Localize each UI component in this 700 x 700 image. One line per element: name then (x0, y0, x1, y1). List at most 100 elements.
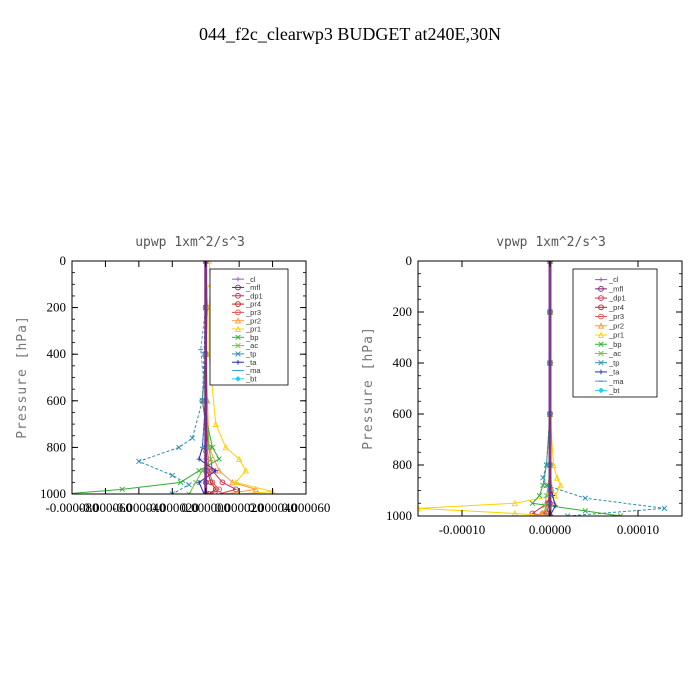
plot-area (72, 261, 276, 494)
legend-item: _pr2 (232, 316, 261, 325)
legend-marker (234, 317, 242, 324)
data-point (119, 486, 125, 493)
y-tick-label: 0 (60, 253, 67, 268)
legend-marker (597, 331, 605, 338)
legend-label: _pr2 (245, 316, 261, 325)
legend-item: _bp (232, 333, 259, 342)
data-point (229, 478, 236, 486)
legend-item: _bp (595, 340, 622, 349)
legend-marker (235, 342, 241, 349)
legend-label: _ac (245, 341, 258, 350)
legend-item: _dp1 (595, 294, 626, 303)
panel-title-vpwp: vpwp 1xm^2/s^3 (496, 235, 606, 250)
data-point (216, 456, 222, 462)
legend-label: _pr2 (608, 321, 624, 330)
data-point (196, 456, 202, 462)
y-tick-label: 800 (47, 439, 67, 454)
legend-marker (235, 334, 241, 341)
data-point (207, 491, 214, 494)
y-tick-label: 1000 (386, 508, 412, 523)
legend-box (572, 268, 658, 398)
legend-marker (598, 313, 604, 320)
legend-marker (598, 369, 604, 375)
legend-item: _mfl (595, 284, 624, 293)
data-point (552, 503, 558, 509)
data-point (216, 486, 222, 493)
data-point (196, 479, 202, 485)
legend-label: _bt (608, 386, 620, 395)
legend-label: _bp (608, 340, 622, 349)
data-point (547, 261, 553, 264)
legend-marker (235, 351, 241, 357)
panel-upwp: upwp 1xm^2/s^3 Pressure [hPa] 0 200 400 600… (15, 235, 330, 515)
data-point (222, 443, 229, 451)
data-point (661, 505, 668, 512)
x-tick-label: 0.000020 (215, 500, 264, 515)
x-tick-label: -0.000020 (146, 500, 199, 515)
data-point (199, 398, 206, 404)
legend-item: _pr3 (595, 312, 624, 321)
plot-area (418, 261, 668, 516)
data-point (176, 444, 182, 451)
legend-item: _tp (232, 350, 256, 359)
data-point (205, 261, 213, 264)
legend-item: _bt (595, 386, 620, 395)
legend-label: _pr3 (245, 308, 261, 317)
x-tick-label: 0.00000 (529, 522, 571, 537)
x-tick-label: 0.00010 (617, 522, 659, 537)
data-point (177, 479, 184, 486)
ylabel-vpwp: Pressure [hPa] (361, 326, 376, 450)
data-point (540, 475, 546, 481)
legend-label: _bt (245, 374, 257, 383)
data-point (582, 508, 588, 514)
legend-item: _pr4 (595, 303, 624, 312)
data-point (208, 456, 214, 462)
legend-marker (235, 301, 241, 307)
x-tick-label: -0.00010 (439, 522, 486, 537)
legend-label: _pr4 (245, 300, 261, 309)
data-point (186, 491, 192, 494)
legend-item: _mfl (232, 283, 261, 292)
data-point (236, 455, 243, 462)
data-point (206, 444, 212, 451)
data-point (617, 513, 624, 516)
data-point (219, 479, 226, 486)
legend-label: _tp (608, 358, 619, 367)
legend-marker (598, 295, 604, 301)
y-tick-label: 0 (406, 253, 413, 268)
legend-marker (598, 285, 604, 292)
legend-label: _mfl (608, 284, 624, 293)
x-tick-label: -0.000060 (79, 500, 132, 515)
legend-label: _dp1 (608, 294, 626, 303)
legend-item: _pr2 (595, 321, 624, 330)
data-point (543, 462, 550, 468)
legend-label: _ma (608, 377, 624, 386)
legend-item: _ta (232, 358, 257, 367)
legend-label: _pr1 (245, 325, 261, 334)
legend-marker (598, 277, 604, 283)
legend-label: _cl (608, 275, 619, 284)
legend-label: _bp (245, 333, 259, 342)
x-tick-label: 0.000000 (181, 500, 230, 515)
data-point (169, 472, 176, 479)
y-tick-label: 200 (393, 304, 413, 319)
data-point (189, 435, 196, 441)
legend-item: _dp1 (232, 291, 263, 300)
y-tick-label: 800 (393, 457, 413, 472)
figure-title: 044_f2c_clearwp3 BUDGET at240E,30N (199, 24, 501, 44)
x-tick-label: -0.000080 (45, 500, 98, 515)
data-point (169, 491, 176, 494)
data-point (186, 481, 192, 488)
data-point (209, 479, 216, 486)
legend-label: _pr1 (608, 331, 624, 340)
legend-marker (597, 322, 605, 329)
legend-marker (598, 359, 604, 366)
legend: _cl_mfl_dp1_pr4_pr3_pr2_pr1_bp_ac_tp_ta_… (209, 268, 289, 386)
legend-label: _tp (245, 350, 256, 359)
legend-marker (235, 276, 241, 282)
y-tick-label: 400 (393, 355, 413, 370)
legend-label: _pr4 (608, 303, 624, 312)
legend-marker (235, 284, 241, 291)
y-tick-label: 1000 (40, 486, 66, 501)
legend-marker (598, 387, 604, 394)
